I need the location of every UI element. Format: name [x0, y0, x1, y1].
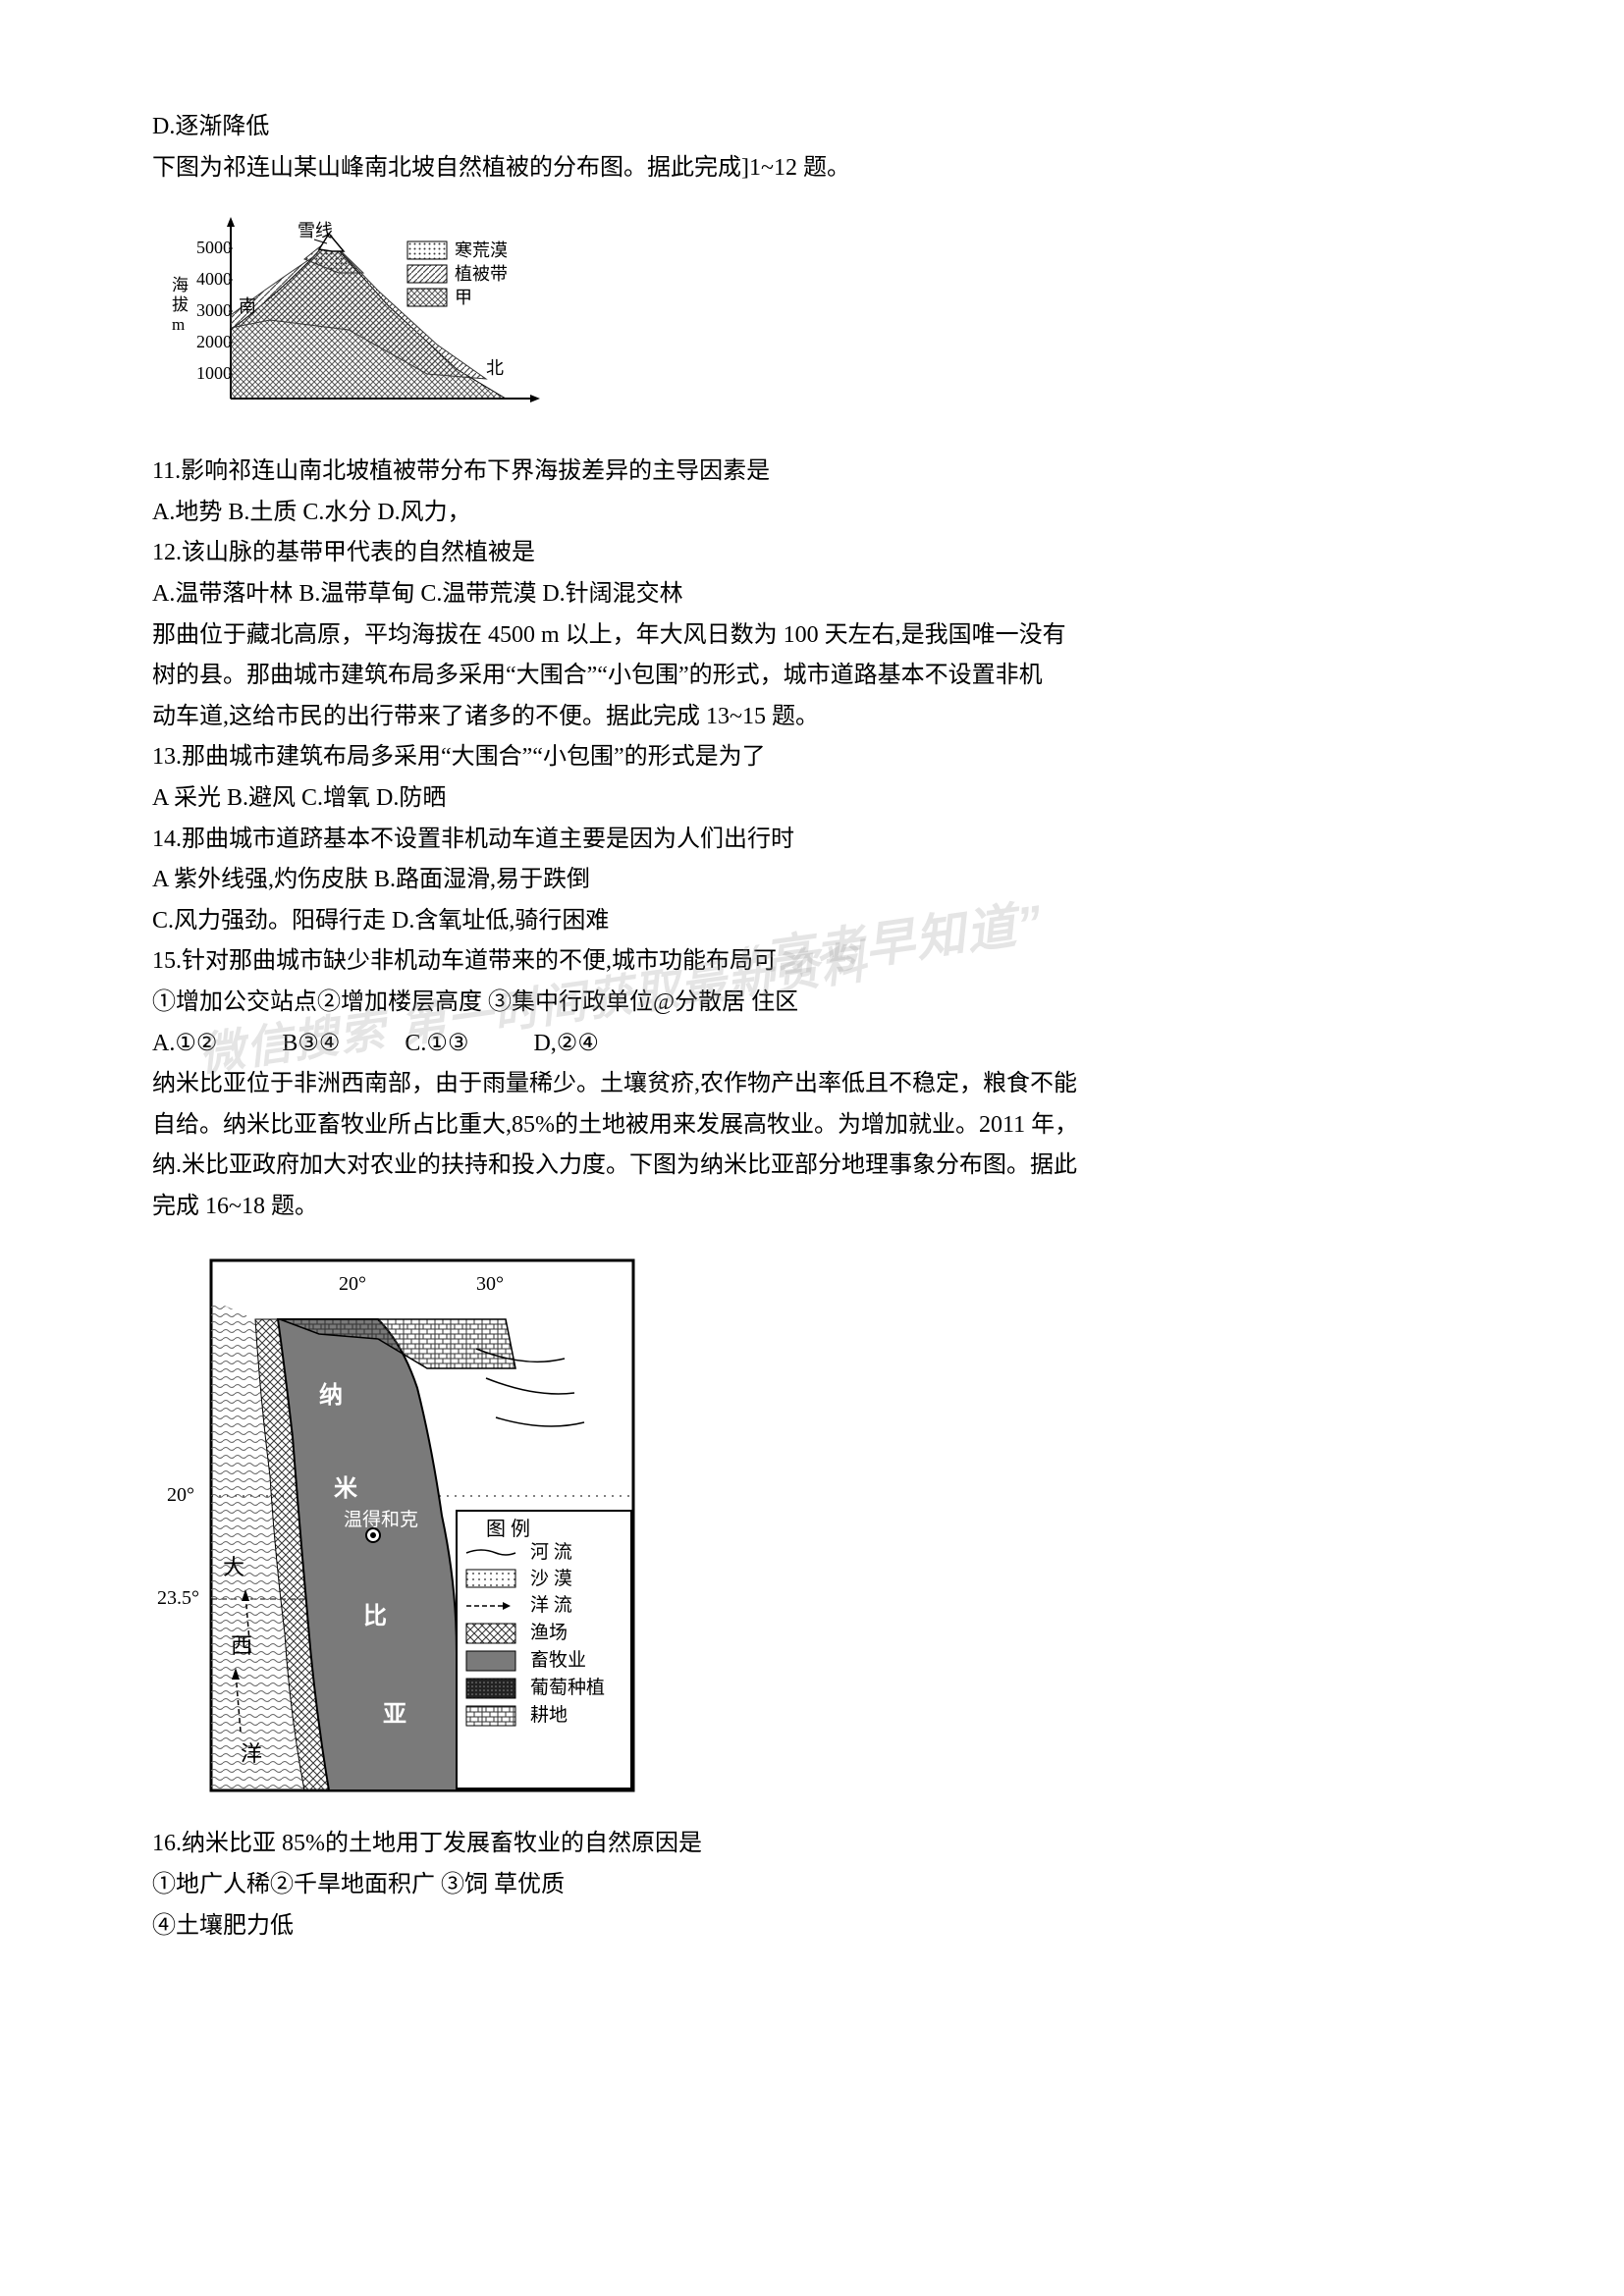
yaxis-label3: m: [172, 315, 185, 334]
q15-sub: ①增加公交站点②增加楼层高度 ③集中行政单位@分散居 住区: [152, 984, 1472, 1023]
lat-20: 20°: [167, 1484, 194, 1506]
q14-options1: A 紫外线强,灼伤皮肤 B.路面湿滑,易于跌倒: [152, 861, 1472, 900]
legend-farmland: 耕地: [530, 1704, 568, 1726]
ytick-1000: 1000: [196, 363, 232, 383]
q16-l2: ①地广人稀②千旱地面积广 ③饲 草优质: [152, 1866, 1472, 1905]
ytick-5000: 5000: [196, 238, 232, 257]
yaxis-label: 海: [172, 276, 189, 294]
ytick-2000: 2000: [196, 332, 232, 351]
city-windhoek: 温得和克: [344, 1509, 418, 1530]
yaxis-label2: 拔: [172, 295, 189, 314]
label-yang: 洋: [241, 1741, 262, 1766]
lon-30: 30°: [476, 1273, 504, 1295]
q16-l3: ④土壤肥力低: [152, 1907, 1472, 1947]
legend-river: 河 流: [530, 1541, 572, 1563]
q15-opt-d: D,②④: [533, 1031, 598, 1056]
q12-stem: 12.该山脉的基带甲代表的自然植被是: [152, 534, 1472, 573]
lon-20: 20°: [339, 1273, 366, 1295]
passage2-l2: 自给。纳米比亚畜牧业所占比重大,85%的土地被用来发展高牧业。为增加就业。201…: [152, 1106, 1472, 1146]
q11-stem: 11.影响祁连山南北坡植被带分布下界海拔差异的主导因素是: [152, 453, 1472, 492]
label-north: 北: [486, 358, 504, 378]
figure-2-namibia-map: 20° 30° 20° 23.5° 温得和克 纳 米 比 亚 大: [152, 1241, 1472, 1810]
passage1-l3: 动车道,这给市民的出行带来了诸多的不便。据此完成 13~15 题。: [152, 698, 1472, 737]
figure-1-mountain: 1000 2000 3000 4000 5000 海 拔 m: [152, 202, 1472, 438]
label-snowline: 雪线: [298, 221, 333, 240]
q11-options: A.地势 B.土质 C.水分 D.风力，: [152, 494, 1472, 533]
label-da: 大: [223, 1555, 244, 1579]
q14-options2: C.风力强劲。阳碍行走 D.含氧址低,骑行困难: [152, 902, 1472, 941]
q12-options: A.温带落叶林 B.温带草甸 C.温带荒漠 D.针阔混交林: [152, 575, 1472, 614]
label-south: 南: [239, 296, 256, 316]
lat-235: 23.5°: [157, 1587, 199, 1609]
passage1-l1: 那曲位于藏北高原，平均海拔在 4500 m 以上，年大风日数为 100 天左右,…: [152, 616, 1472, 656]
q15-opt-b: B③④: [282, 1031, 340, 1056]
legend-jia: 甲: [455, 288, 472, 307]
ytick-4000: 4000: [196, 269, 232, 289]
label-na: 纳: [319, 1381, 343, 1409]
legend-fishery: 渔场: [530, 1622, 568, 1643]
legend-desert: 沙 漠: [530, 1568, 572, 1589]
option-d: D.逐渐降低: [152, 108, 1472, 147]
label-mi: 米: [334, 1475, 357, 1502]
legend-current: 洋 流: [530, 1594, 572, 1616]
figure1-intro: 下图为祁连山某山峰南北坡自然植被的分布图。据此完成]1~12 题。: [152, 149, 1472, 188]
q15-stem: 15.针对那曲城市缺少非机动车道带来的不便,城市功能布局可: [152, 942, 1472, 982]
q15-opt-a: A.①②: [152, 1031, 217, 1056]
legend-vegetation: 植被带: [455, 264, 508, 284]
q15-opt-c: C.①③: [405, 1031, 468, 1056]
legend-title: 图 例: [486, 1518, 530, 1540]
legend-colddesert: 寒荒漠: [455, 240, 508, 260]
legend-grape: 葡萄种植: [530, 1677, 605, 1698]
q14-stem: 14.那曲城市道跻基本不设置非机动车道主要是因为人们出行时: [152, 821, 1472, 860]
passage1-l2: 树的县。那曲城市建筑布局多采用“大围合”“小包围”的形式，城市道路基本不设置非机: [152, 657, 1472, 696]
q13-stem: 13.那曲城市建筑布局多采用“大围合”“小包围”的形式是为了: [152, 738, 1472, 777]
passage2-l1: 纳米比亚位于非洲西南部，由于雨量稀少。土壤贫疥,农作物产出率低且不稳定，粮食不能: [152, 1065, 1472, 1104]
q15-options: A.①② B③④ C.①③ D,②④: [152, 1025, 1472, 1064]
label-bi: 比: [363, 1603, 387, 1629]
label-ya: 亚: [383, 1702, 406, 1728]
label-xi: 西: [231, 1633, 252, 1658]
legend-livestock: 畜牧业: [530, 1649, 586, 1671]
ytick-3000: 3000: [196, 300, 232, 320]
passage2-l3: 纳.米比亚政府加大对农业的扶持和投入力度。下图为纳米比亚部分地理事象分布图。据此: [152, 1147, 1472, 1186]
q16-stem: 16.纳米比亚 85%的土地用丁发展畜牧业的自然原因是: [152, 1825, 1472, 1864]
q13-options: A 采光 B.避风 C.增氧 D.防晒: [152, 779, 1472, 819]
passage2-l4: 完成 16~18 题。: [152, 1188, 1472, 1227]
